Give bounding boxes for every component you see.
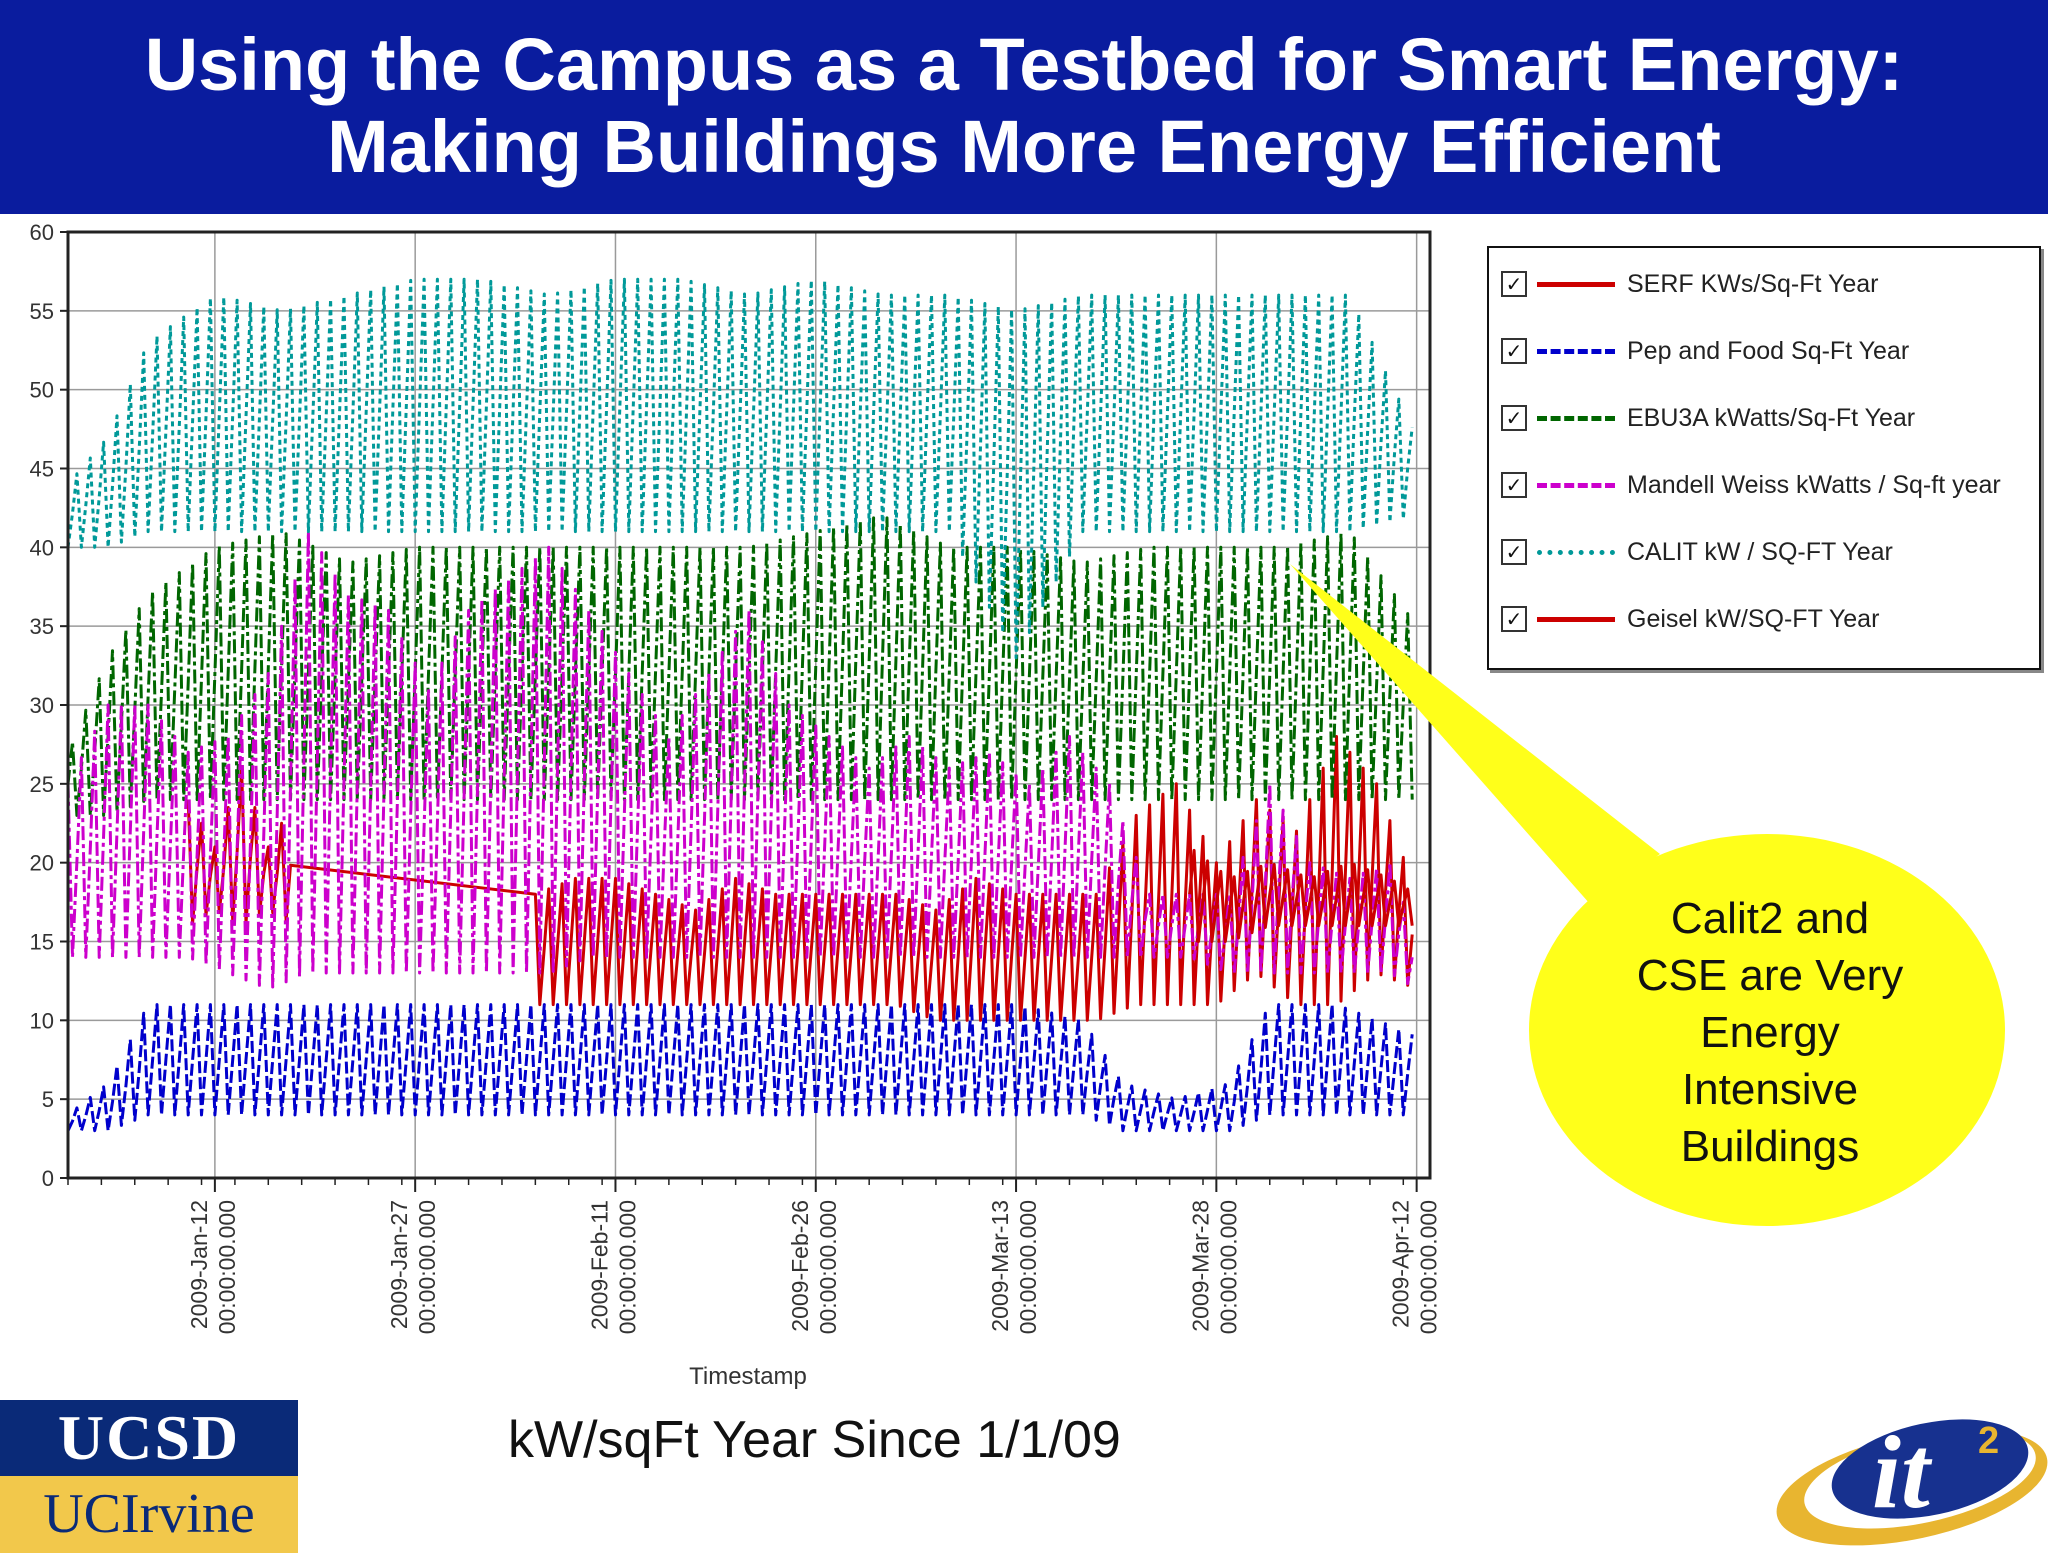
legend-label: Mandell Weiss kWatts / Sq-ft year — [1627, 471, 2001, 500]
x-tick-label: 2009-Jan-12 — [186, 1200, 212, 1329]
x-tick-label: 00:00:00.000 — [1215, 1200, 1241, 1334]
y-tick-label: 40 — [30, 535, 54, 560]
legend-swatch — [1537, 349, 1615, 354]
uci-logo-text: UCIrvine — [0, 1476, 298, 1553]
legend-label: CALIT kW / SQ-FT Year — [1627, 538, 1893, 567]
x-tick-label: 2009-Apr-12 — [1388, 1200, 1414, 1328]
x-tick-label: 00:00:00.000 — [815, 1200, 841, 1334]
x-tick-label: 00:00:00.000 — [1416, 1200, 1442, 1334]
legend-item[interactable]: ✓ Mandell Weiss kWatts / Sq-ft year — [1501, 465, 2001, 505]
calit2-logo: it 2 — [1752, 1395, 2048, 1553]
x-tick-label: 2009-Mar-13 — [987, 1200, 1013, 1332]
x-axis-label: Timestamp — [689, 1363, 807, 1390]
legend-checkbox[interactable]: ✓ — [1501, 606, 1527, 632]
y-tick-label: 20 — [30, 851, 54, 876]
legend-swatch — [1537, 416, 1615, 421]
ucsd-uci-logo: UCSD UCIrvine — [0, 1400, 298, 1553]
callout-line: Energy — [1555, 1004, 1985, 1061]
y-tick-label: 5 — [42, 1087, 54, 1112]
legend-checkbox[interactable]: ✓ — [1501, 271, 1527, 297]
callout-text: Calit2 and CSE are Very Energy Intensive… — [1555, 890, 1985, 1175]
x-tick-label: 2009-Jan-27 — [386, 1200, 412, 1329]
legend-item[interactable]: ✓ CALIT kW / SQ-FT Year — [1501, 532, 1893, 572]
y-tick-label: 25 — [30, 772, 54, 797]
y-tick-label: 35 — [30, 614, 54, 639]
legend-swatch — [1537, 550, 1615, 555]
x-tick-label: 00:00:00.000 — [1015, 1200, 1041, 1334]
legend-checkbox[interactable]: ✓ — [1501, 405, 1527, 431]
slide-title-line-2: Making Buildings More Energy Efficient — [0, 106, 2048, 188]
it2-logo-text: it — [1872, 1415, 1933, 1530]
slide-title-line-1: Using the Campus as a Testbed for Smart … — [0, 0, 2048, 106]
legend-checkbox[interactable]: ✓ — [1501, 472, 1527, 498]
x-tick-label: 2009-Mar-28 — [1187, 1200, 1213, 1332]
callout-line: Buildings — [1555, 1118, 1985, 1175]
x-tick-label: 2009-Feb-11 — [586, 1200, 612, 1330]
legend-label: EBU3A kWatts/Sq-Ft Year — [1627, 404, 1915, 433]
x-tick-label: 00:00:00.000 — [214, 1200, 240, 1334]
legend-checkbox[interactable]: ✓ — [1501, 539, 1527, 565]
legend-swatch — [1537, 483, 1615, 488]
x-tick-label: 00:00:00.000 — [414, 1200, 440, 1334]
x-tick-label: 00:00:00.000 — [614, 1200, 640, 1334]
legend-item[interactable]: ✓ SERF KWs/Sq-Ft Year — [1501, 264, 1878, 304]
y-tick-label: 50 — [30, 378, 54, 403]
legend-label: SERF KWs/Sq-Ft Year — [1627, 270, 1878, 299]
legend-swatch — [1537, 617, 1615, 622]
legend-item[interactable]: ✓ Geisel kW/SQ-FT Year — [1501, 599, 1879, 639]
ucsd-logo-text: UCSD — [0, 1400, 298, 1476]
footer-caption: kW/sqFt Year Since 1/1/09 — [508, 1410, 1121, 1470]
legend-checkbox[interactable]: ✓ — [1501, 338, 1527, 364]
legend-swatch — [1537, 282, 1615, 287]
y-tick-label: 45 — [30, 457, 54, 482]
legend-item[interactable]: ✓ Pep and Food Sq-Ft Year — [1501, 331, 1909, 371]
y-tick-label: 0 — [42, 1166, 54, 1191]
title-banner: Using the Campus as a Testbed for Smart … — [0, 0, 2048, 214]
callout-line: Intensive — [1555, 1061, 1985, 1118]
y-tick-label: 55 — [30, 299, 54, 324]
y-tick-label: 15 — [30, 930, 54, 955]
it2-logo-superscript: 2 — [1978, 1420, 1999, 1462]
y-tick-label: 10 — [30, 1008, 54, 1033]
y-tick-label: 30 — [30, 693, 54, 718]
x-tick-label: 2009-Feb-26 — [787, 1200, 813, 1332]
legend-label: Geisel kW/SQ-FT Year — [1627, 605, 1879, 634]
y-tick-label: 60 — [30, 220, 54, 245]
callout-line: Calit2 and — [1555, 890, 1985, 947]
chart-legend: ✓ SERF KWs/Sq-Ft Year ✓ Pep and Food Sq-Ft … — [1487, 246, 2041, 670]
legend-label: Pep and Food Sq-Ft Year — [1627, 337, 1909, 366]
callout-line: CSE are Very — [1555, 947, 1985, 1004]
legend-item[interactable]: ✓ EBU3A kWatts/Sq-Ft Year — [1501, 398, 1915, 438]
